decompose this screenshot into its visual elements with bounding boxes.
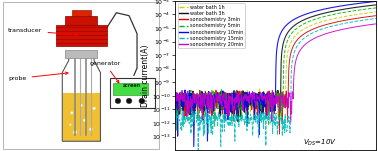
Circle shape [83,119,86,122]
Circle shape [115,98,121,104]
Text: probe: probe [8,72,68,81]
Bar [110,79,155,108]
Bar [65,50,97,58]
Bar [56,25,107,46]
Text: V$_{DS}$=10V: V$_{DS}$=10V [303,138,337,148]
Bar [72,10,91,16]
Circle shape [93,107,96,110]
Circle shape [126,98,132,104]
Circle shape [69,124,71,126]
Text: generator: generator [89,61,121,83]
Circle shape [71,112,73,114]
Text: screen: screen [123,83,141,88]
Circle shape [139,98,145,104]
Circle shape [89,128,93,131]
Y-axis label: Drain current(A): Drain current(A) [141,44,150,107]
Text: transducer: transducer [8,28,77,36]
Circle shape [80,104,82,106]
Bar [65,16,97,25]
Legend: water bath 1h, water bath 3h, sonochemistry 3min, sonochemistry 5min, sonochemis: water bath 1h, water bath 3h, sonochemis… [178,3,245,48]
Bar [113,83,148,95]
Polygon shape [63,93,100,141]
Circle shape [73,130,77,134]
